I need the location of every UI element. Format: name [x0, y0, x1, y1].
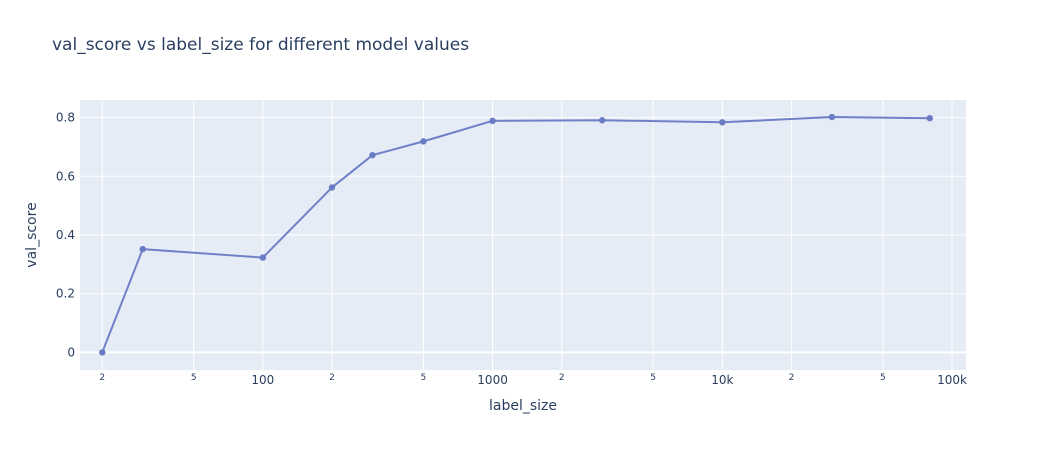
data-point: [328, 184, 336, 191]
x-axis-title: label_size: [489, 398, 557, 414]
x-minor-tick-label: 2: [559, 373, 565, 383]
data-point: [926, 114, 933, 122]
y-tick-label: 0.2: [56, 287, 75, 301]
x-tick-label: 100: [251, 373, 274, 387]
x-minor-tick-label: 2: [329, 373, 335, 383]
x-tick-label: 1000: [477, 373, 508, 387]
data-point: [489, 117, 496, 125]
grid-layer: [80, 100, 966, 370]
tick-labels: 0 0.2 0.4 0.6 0.8 100 1000 10k 100k 2 5 2 5 2 5 2 5: [56, 111, 967, 387]
y-tick-label: 0.6: [56, 169, 75, 183]
x-tick-label: 10k: [711, 373, 733, 387]
chart-title: val_score vs label_size for different mo…: [52, 35, 469, 55]
x-minor-tick-label: 2: [99, 373, 105, 383]
series-layer: [99, 113, 933, 356]
data-point: [719, 119, 726, 126]
data-point: [598, 117, 606, 124]
data-point: [420, 138, 427, 145]
x-minor-tick-label: 5: [880, 373, 886, 383]
x-tick-label: 100k: [937, 373, 967, 387]
x-minor-tick-label: 5: [421, 373, 427, 383]
data-point: [139, 245, 146, 253]
x-minor-tick-label: 2: [789, 373, 795, 383]
data-point: [828, 113, 836, 121]
y-axis-title: val_score: [24, 202, 40, 267]
data-point: [259, 254, 267, 261]
x-minor-tick-label: 5: [191, 373, 197, 383]
data-point: [99, 349, 106, 356]
y-tick-label: 0.4: [56, 228, 75, 242]
y-tick-label: 0: [67, 345, 75, 359]
y-tick-label: 0.8: [56, 111, 75, 125]
data-point: [369, 151, 376, 159]
x-minor-tick-label: 5: [650, 373, 656, 383]
